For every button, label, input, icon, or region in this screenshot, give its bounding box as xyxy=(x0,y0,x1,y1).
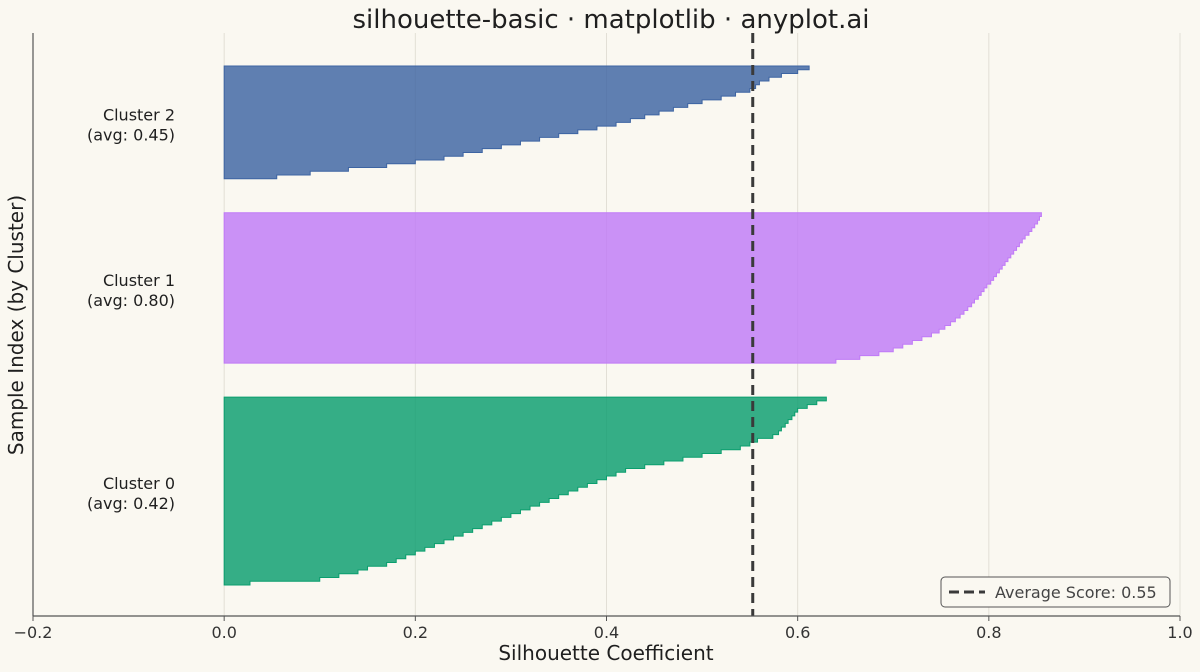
x-tick-label: 0.6 xyxy=(785,623,810,642)
x-tick-label: −0.2 xyxy=(14,623,53,642)
legend-box xyxy=(940,576,1171,608)
cluster-name-label: Cluster 0 xyxy=(103,474,175,493)
cluster-avg-label: (avg: 0.42) xyxy=(87,494,175,513)
chart-title: silhouette-basic · matplotlib · anyplot.… xyxy=(353,5,870,35)
legend: Average Score: 0.55 xyxy=(940,576,1171,608)
cluster-area xyxy=(223,396,827,586)
x-tick-label: 1.0 xyxy=(1167,623,1192,642)
cluster-area xyxy=(223,212,1042,364)
x-tick-label: 0.0 xyxy=(211,623,236,642)
cluster-avg-label: (avg: 0.80) xyxy=(87,291,175,310)
x-ticks: −0.2 0.0 0.2 0.4 0.6 0.8 1.0 xyxy=(14,616,1193,642)
x-tick-label: 0.4 xyxy=(594,623,619,642)
cluster-area xyxy=(223,65,810,180)
legend-label: Average Score: 0.55 xyxy=(995,583,1157,602)
x-tick-label: 0.8 xyxy=(976,623,1001,642)
cluster-areas xyxy=(223,65,1042,586)
cluster-labels: Cluster 0(avg: 0.42) Cluster 1(avg: 0.80)… xyxy=(87,105,175,513)
cluster-name-label: Cluster 2 xyxy=(103,105,175,124)
cluster-avg-label: (avg: 0.45) xyxy=(87,125,175,144)
x-axis-label: Silhouette Coefficient xyxy=(498,641,713,665)
x-tick-label: 0.2 xyxy=(403,623,428,642)
cluster-name-label: Cluster 1 xyxy=(103,271,175,290)
y-axis-label: Sample Index (by Cluster) xyxy=(4,195,28,455)
